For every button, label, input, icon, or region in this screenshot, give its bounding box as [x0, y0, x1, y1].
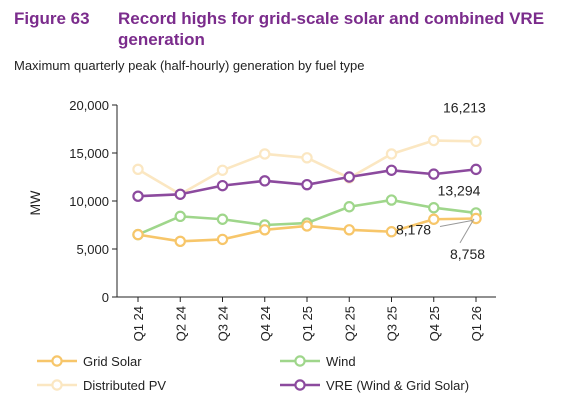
data-label: 16,213 [443, 99, 486, 115]
data-label: 8,178 [396, 221, 431, 237]
y-tick-label: 15,000 [69, 146, 109, 161]
y-tick-label: 10,000 [69, 194, 109, 209]
x-tick-label: Q1 25 [300, 306, 315, 341]
data-point-vre-wind-grid-solar [301, 178, 313, 191]
data-point-distributed-pv [385, 148, 398, 160]
data-point-grid-solar [385, 226, 398, 238]
data-point-distributed-pv [259, 148, 271, 160]
data-point-grid-solar [343, 224, 355, 236]
x-tick-label: Q1 26 [469, 306, 484, 341]
data-point-grid-solar [132, 228, 144, 241]
legend-label: Distributed PV [83, 378, 166, 393]
x-tick-label: Q4 24 [258, 306, 273, 341]
annotation-leader [459, 218, 475, 244]
legend-label: VRE (Wind & Grid Solar) [326, 378, 469, 393]
data-point-grid-solar [174, 235, 186, 248]
x-tick-label: Q1 24 [131, 306, 146, 341]
data-point-wind [174, 210, 186, 223]
legend-swatch-marker-vre-wind-grid-solar [294, 379, 306, 391]
data-point-vre-wind-grid-solar [259, 175, 271, 187]
x-tick-label: Q3 25 [385, 306, 400, 341]
x-tick-label: Q2 25 [342, 306, 357, 341]
data-point-vre-wind-grid-solar [216, 179, 229, 192]
data-point-vre-wind-grid-solar [428, 168, 440, 180]
figure-label: Figure 63 [14, 9, 90, 28]
data-point-grid-solar [216, 233, 229, 246]
data-point-distributed-pv [470, 135, 482, 148]
x-tick-label: Q3 24 [216, 306, 231, 341]
legend-swatch-marker-grid-solar [51, 355, 63, 367]
data-point-wind [343, 201, 355, 213]
data-point-distributed-pv [216, 164, 229, 176]
chart-title: Record highs for grid-scale solar and co… [118, 9, 545, 49]
legend-swatch-marker-distributed-pv [51, 379, 63, 391]
legend-label: Wind [326, 354, 356, 369]
data-point-wind [216, 213, 229, 225]
y-tick-label: 20,000 [69, 98, 109, 113]
data-point-distributed-pv [132, 163, 144, 176]
data-label: 13,294 [438, 182, 481, 198]
data-label: 8,758 [450, 246, 485, 262]
data-point-wind [428, 202, 440, 214]
x-tick-label: Q2 24 [173, 306, 188, 341]
data-point-vre-wind-grid-solar [385, 164, 398, 176]
data-point-vre-wind-grid-solar [470, 163, 482, 176]
x-tick-label: Q4 25 [427, 306, 442, 341]
data-point-vre-wind-grid-solar [132, 190, 144, 202]
data-point-vre-wind-grid-solar [174, 188, 186, 200]
data-point-grid-solar [301, 220, 313, 232]
data-point-grid-solar [259, 224, 271, 236]
y-axis-label: MW [27, 190, 43, 216]
y-tick-label: 5,000 [76, 242, 109, 257]
data-point-vre-wind-grid-solar [343, 171, 355, 183]
y-tick-label: 0 [102, 290, 109, 305]
legend-swatch-marker-wind [294, 355, 306, 367]
data-point-distributed-pv [428, 134, 440, 147]
data-point-wind [385, 194, 398, 206]
data-point-distributed-pv [301, 152, 313, 164]
legend-label: Grid Solar [83, 354, 142, 369]
data-point-grid-solar [470, 212, 482, 225]
chart-subtitle: Maximum quarterly peak (half-hourly) gen… [14, 58, 365, 73]
annotation-leader [439, 219, 473, 227]
data-point-grid-solar [428, 213, 440, 225]
